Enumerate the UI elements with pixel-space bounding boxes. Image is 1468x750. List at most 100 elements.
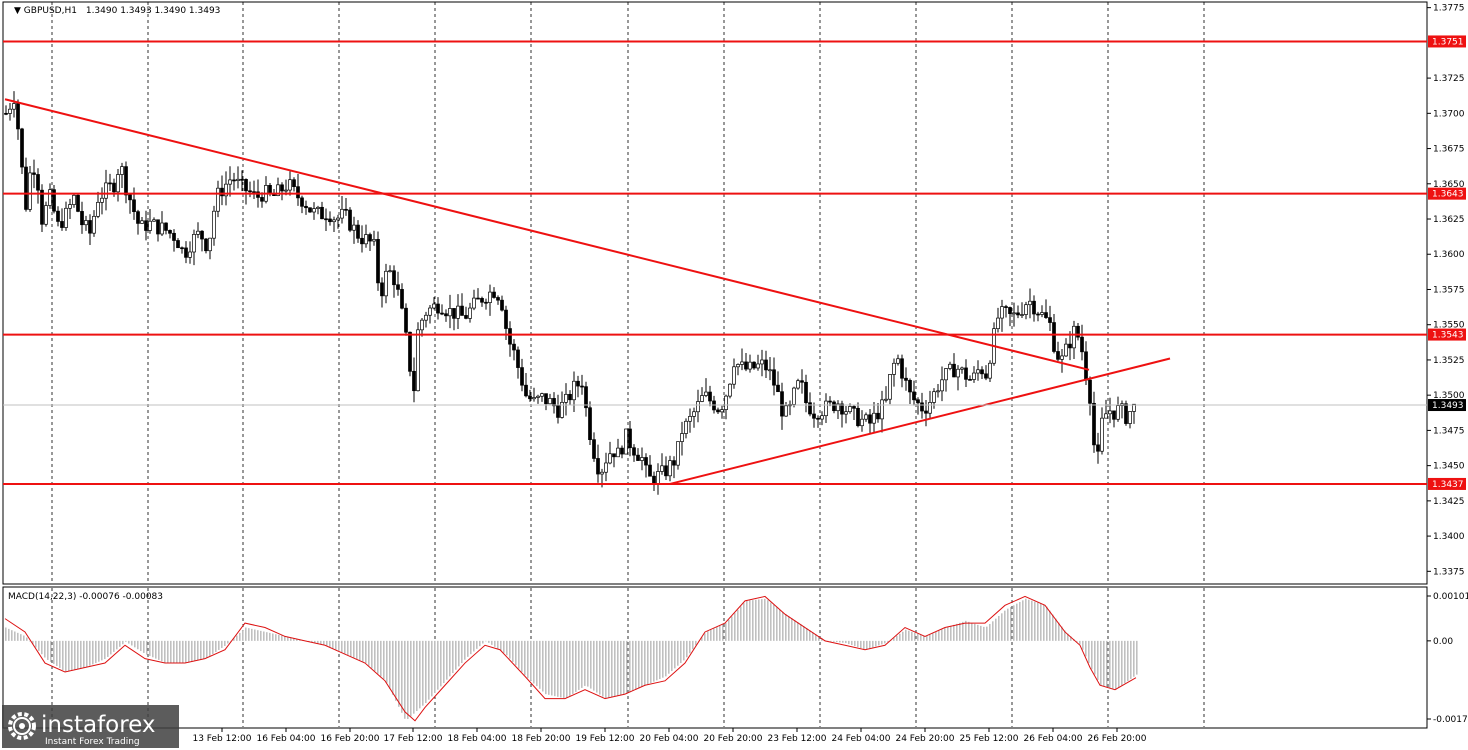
macd-histogram-bar	[1085, 640, 1087, 657]
y-tick-label: 1.3575	[1433, 285, 1465, 295]
candle-body	[980, 369, 984, 375]
macd-histogram-bar	[137, 640, 139, 650]
macd-histogram-bar	[632, 640, 634, 692]
macd-histogram-bar	[1001, 613, 1003, 641]
candle-body	[520, 367, 524, 386]
macd-histogram-bar	[680, 640, 682, 664]
candle-body	[4, 112, 8, 115]
macd-histogram-bar	[989, 623, 991, 641]
level-price-tag	[1428, 328, 1466, 341]
macd-histogram-bar	[905, 629, 907, 641]
y-tick-label: 1.3675	[1433, 145, 1465, 155]
macd-histogram-bar	[161, 640, 163, 662]
macd-histogram-bar	[1019, 601, 1021, 641]
macd-histogram-bar	[953, 624, 955, 641]
candle-body	[60, 221, 64, 228]
candle-body	[12, 103, 16, 110]
x-tick-label: 18 Feb 04:00	[447, 734, 506, 744]
macd-histogram-bar	[386, 640, 388, 683]
macd-histogram-bar	[1013, 605, 1015, 641]
level-price-label: 1.3543	[1432, 331, 1464, 341]
candle-body	[856, 407, 860, 427]
macd-histogram-bar	[62, 640, 64, 670]
macd-histogram-bar	[230, 640, 232, 642]
candle-body	[1044, 312, 1048, 318]
candle-body	[852, 406, 856, 409]
macd-histogram-bar	[980, 625, 982, 641]
macd-histogram-bar	[32, 640, 34, 645]
macd-histogram-bar	[17, 632, 19, 641]
candle-body	[284, 189, 288, 192]
macd-histogram-bar	[1007, 608, 1009, 641]
macd-histogram-bar	[467, 640, 469, 657]
candle-body	[376, 239, 380, 284]
macd-histogram-bar	[671, 640, 673, 672]
macd-histogram-bar	[1022, 600, 1024, 641]
level-price-tag	[1428, 187, 1466, 200]
candle-body	[360, 237, 364, 245]
macd-histogram-bar	[236, 635, 238, 641]
macd-histogram-bar	[416, 640, 418, 712]
candle-body	[308, 207, 312, 213]
macd-histogram-bar	[1061, 626, 1063, 641]
macd-histogram-bar	[206, 640, 208, 658]
candle-body	[680, 433, 684, 442]
macd-histogram-bar	[947, 626, 949, 641]
candle-body	[424, 314, 428, 321]
candle-body	[812, 413, 816, 419]
candle-body	[100, 197, 104, 203]
macd-histogram-bar	[53, 640, 55, 664]
candle-body	[808, 402, 812, 415]
macd-histogram-bar	[170, 640, 172, 664]
candle-body	[912, 391, 916, 401]
macd-histogram-bar	[857, 640, 859, 648]
macd-histogram-bar	[1106, 640, 1108, 688]
macd-histogram-bar	[521, 640, 523, 672]
macd-histogram-bar	[389, 640, 391, 689]
macd-histogram-bar	[497, 640, 499, 649]
macd-histogram-bar	[773, 604, 775, 641]
candle-body	[916, 399, 920, 404]
candle-body	[300, 197, 304, 207]
candle-body	[24, 166, 28, 210]
macd-histogram-bar	[218, 640, 220, 650]
gear-icon	[8, 712, 36, 740]
candle-body	[628, 428, 632, 449]
macd-histogram-bar	[794, 620, 796, 641]
candle-body	[560, 401, 564, 418]
chart-header: ▼ GBPUSD,H1 1.3490 1.3493 1.3490 1.3493	[14, 6, 220, 16]
candle-body	[1036, 313, 1040, 316]
time-axis: 13 Feb 12:00 16 Feb 04:00 16 Feb 20:00 17 F…	[192, 728, 1147, 744]
candle-body	[140, 220, 144, 224]
macd-histogram-bar	[569, 640, 571, 696]
macd-histogram-bar	[233, 638, 235, 641]
candle-body	[632, 447, 636, 456]
candle-body	[848, 406, 852, 413]
macd-histogram-bar	[884, 640, 886, 644]
macd-histogram-bar	[725, 623, 727, 641]
candle-body	[224, 183, 228, 197]
macd-histogram-bar	[770, 602, 772, 641]
candle-body	[40, 189, 44, 225]
macd-histogram-bar	[650, 640, 652, 684]
candle-body	[1008, 307, 1012, 315]
macd-histogram-bar	[209, 640, 211, 656]
macd-histogram-bar	[203, 640, 205, 660]
macd-histogram-bar	[512, 640, 514, 662]
macd-histogram-bar	[788, 616, 790, 641]
candle-body	[696, 401, 700, 413]
macd-histogram-bar	[155, 640, 157, 659]
macd-histogram-bar	[668, 640, 670, 674]
header-arrow-icon: ▼	[14, 6, 24, 16]
candle-body	[500, 299, 504, 311]
candle-body	[280, 184, 284, 192]
candle-body	[708, 391, 712, 402]
logo-brand: instaforex	[41, 712, 156, 738]
macd-histogram-bar	[731, 616, 733, 641]
macd-histogram-bar	[260, 630, 262, 641]
macd-histogram-bar	[284, 636, 286, 641]
macd-histogram-bar	[362, 640, 364, 662]
x-tick-label: 16 Feb 04:00	[256, 734, 315, 744]
macd-histogram-bar	[1031, 600, 1033, 641]
